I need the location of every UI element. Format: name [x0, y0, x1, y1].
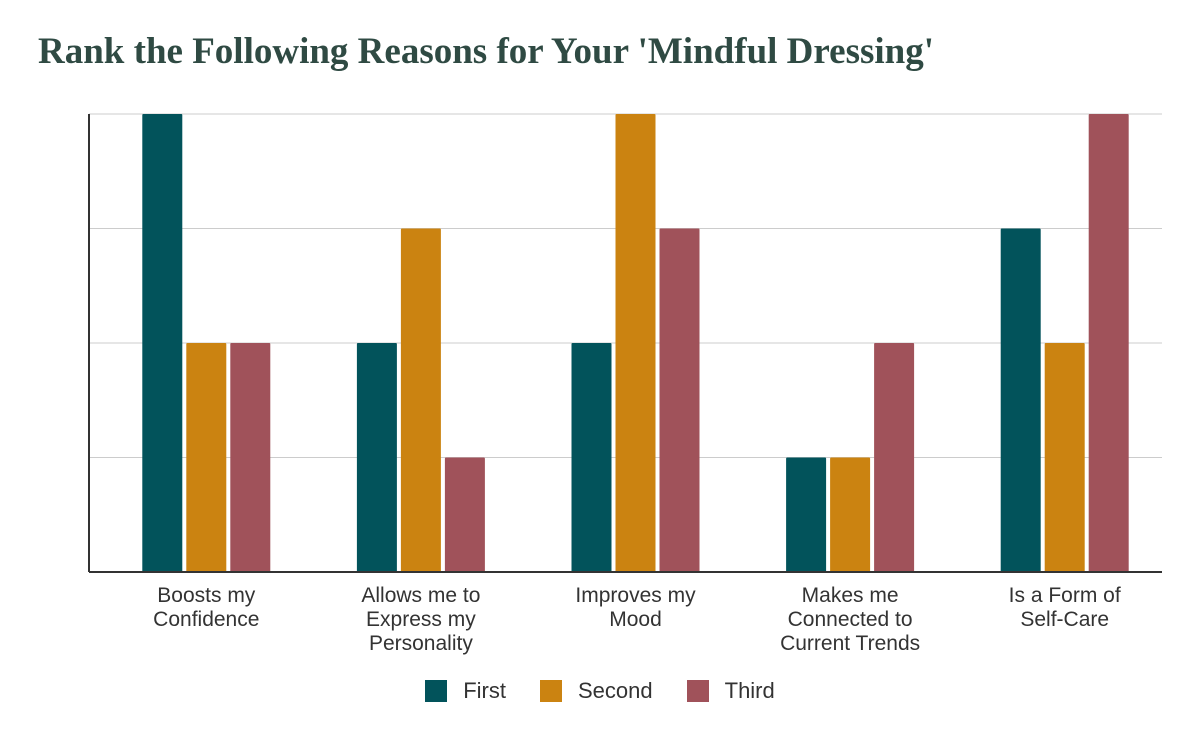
- bar-third: [230, 343, 271, 572]
- bar-second: [1044, 343, 1085, 572]
- bar-first: [356, 343, 397, 572]
- legend-item-second: Second: [540, 678, 653, 704]
- category-label: Makes me Connected to Current Trends: [780, 584, 920, 655]
- category-label-line: Mood: [609, 608, 662, 631]
- legend-label: Second: [578, 678, 653, 703]
- bars: [142, 114, 1129, 572]
- category-label-line: Makes me: [802, 584, 899, 607]
- category-label: Improves my Mood: [575, 584, 696, 631]
- bar-first: [786, 457, 827, 572]
- legend: First Second Third: [0, 678, 1200, 704]
- bar-third: [444, 457, 485, 572]
- legend-swatch: [425, 680, 448, 702]
- category-label-line: Self-Care: [1020, 608, 1109, 631]
- bar-first: [1000, 228, 1041, 572]
- bar-first: [571, 343, 612, 572]
- category-label: Is a Form of Self-Care: [1009, 584, 1121, 631]
- bar-second: [615, 114, 656, 572]
- category-label-line: Current Trends: [780, 632, 920, 655]
- category-label-line: Confidence: [153, 608, 259, 631]
- bar-second: [830, 457, 871, 572]
- legend-swatch: [540, 680, 562, 702]
- chart-title: Rank the Following Reasons for Your 'Min…: [38, 31, 935, 72]
- legend-label: Third: [724, 678, 775, 703]
- category-label-line: Express my: [366, 608, 476, 631]
- bar-third: [659, 228, 700, 572]
- category-label: Boosts my Confidence: [153, 584, 259, 631]
- bar-second: [186, 343, 227, 572]
- category-label-line: Allows me to: [361, 584, 480, 607]
- legend-label: First: [463, 678, 506, 703]
- category-label-line: Improves my: [575, 584, 696, 607]
- category-labels: Boosts my Confidence Allows me to Express m…: [153, 584, 1121, 655]
- bar-third: [874, 343, 915, 572]
- axes: [88, 114, 1162, 573]
- bar-first: [142, 114, 183, 572]
- category-label-line: Personality: [369, 632, 473, 655]
- category-label-line: Boosts my: [157, 584, 256, 607]
- legend-item-first: First: [425, 678, 506, 704]
- legend-swatch: [686, 680, 709, 702]
- category-label-line: Connected to: [788, 608, 913, 631]
- bar-second: [400, 228, 441, 572]
- category-label: Allows me to Express my Personality: [361, 584, 480, 655]
- bar-third: [1088, 114, 1129, 572]
- category-label-line: Is a Form of: [1009, 584, 1121, 607]
- legend-item-third: Third: [686, 678, 775, 704]
